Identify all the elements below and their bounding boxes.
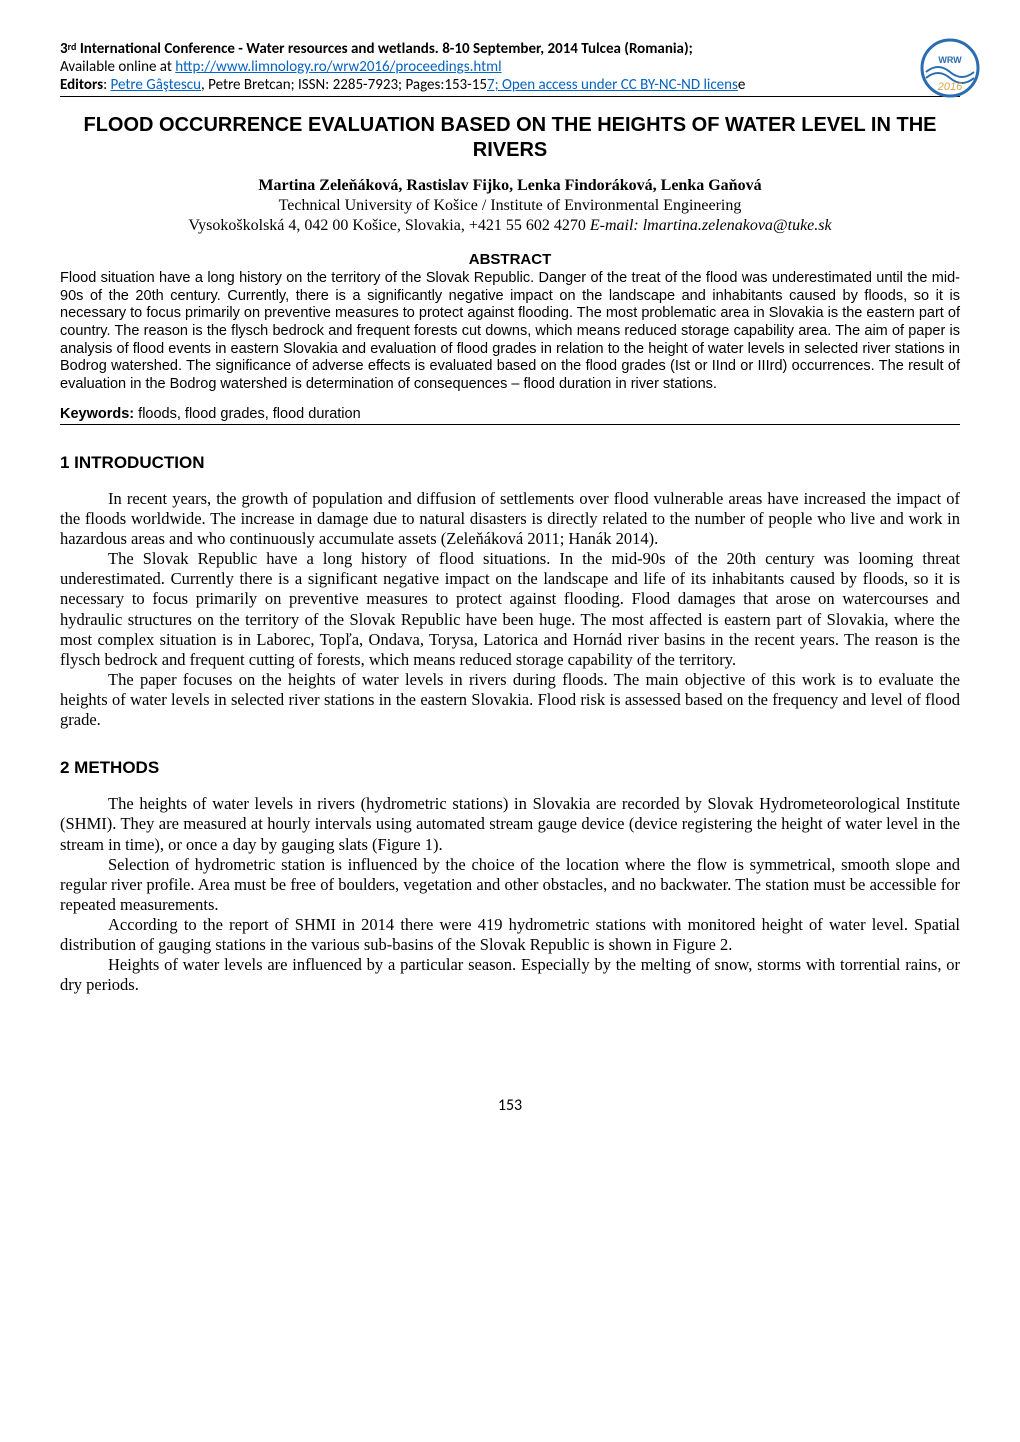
abstract-body: Flood situation have a long history on t… [60,270,960,394]
svg-text:WRW: WRW [938,55,962,65]
keywords-label: Keywords: [60,406,134,422]
methods-paragraph-1: The heights of water levels in rivers (h… [60,794,960,854]
paper-title: FLOOD OCCURRENCE EVALUATION BASED ON THE… [60,113,960,163]
page-number: 153 [60,1096,960,1115]
header-line-1: 3rd International Conference - Water res… [60,40,960,58]
editors-tail: e [738,76,745,94]
open-access-link[interactable]: 7; Open access under CC BY-NC-ND licens [487,76,738,94]
methods-paragraph-2: Selection of hydrometric station is infl… [60,855,960,915]
logo-year: 2016 [937,81,963,93]
header-line-3: Editors: Petre Gâştescu, Petre Bretcan; … [60,76,960,97]
keywords-text: floods, flood grades, flood duration [134,406,361,422]
page-container: 3rd International Conference - Water res… [0,0,1020,1175]
editors-label: Editors [60,76,103,94]
intro-paragraph-3: The paper focuses on the heights of wate… [60,670,960,730]
conf-ordinal-num: 3 [60,40,68,58]
methods-paragraph-3: According to the report of SHMI in 2014 … [60,915,960,955]
editors-separator: : [103,76,110,94]
affiliation-address: Vysokoškolská 4, 042 00 Košice, Slovakia… [188,217,589,234]
editor-name-link[interactable]: Petre Gâştescu [111,76,202,94]
running-header: 3rd International Conference - Water res… [60,40,960,97]
conference-logo-icon: WRW 2016 [920,38,980,98]
editors-rest: , Petre Bretcan; ISSN: 2285-7923; Pages:… [201,76,487,94]
section-heading-introduction: 1 INTRODUCTION [60,453,960,473]
section-heading-methods: 2 METHODS [60,758,960,778]
keywords-line: Keywords: floods, flood grades, flood du… [60,406,960,425]
available-online-label: Available online at [60,58,175,76]
affiliation-line-2: Vysokoškolská 4, 042 00 Košice, Slovakia… [60,217,960,235]
abstract-heading: ABSTRACT [60,251,960,268]
conf-title-rest: International Conference - Water resourc… [76,40,692,58]
affiliation-line-1: Technical University of Košice / Institu… [60,197,960,215]
intro-paragraph-1: In recent years, the growth of populatio… [60,489,960,549]
author-email: E-mail: lmartina.zelenakova@tuke.sk [590,217,832,234]
methods-paragraph-4: Heights of water levels are influenced b… [60,955,960,995]
header-line-2: Available online at http://www.limnology… [60,58,960,76]
authors-list: Martina Zeleňáková, Rastislav Fijko, Len… [60,177,960,195]
proceedings-url-link[interactable]: http://www.limnology.ro/wrw2016/proceedi… [175,58,501,76]
intro-paragraph-2: The Slovak Republic have a long history … [60,549,960,670]
